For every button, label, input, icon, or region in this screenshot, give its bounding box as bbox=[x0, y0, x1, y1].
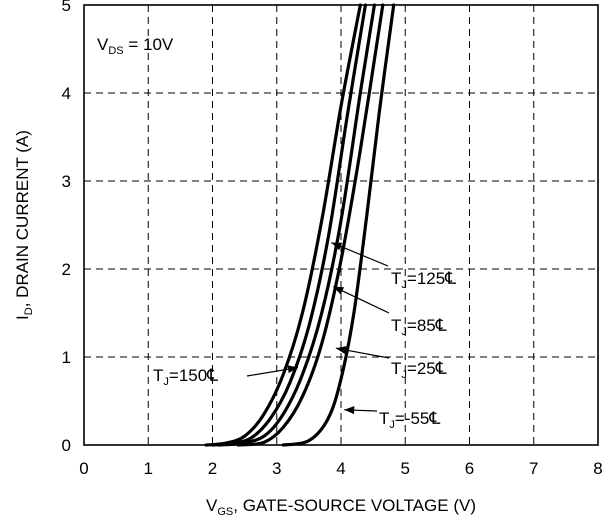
y-tick-label-5: 5 bbox=[62, 0, 71, 15]
y-axis-label-sub: D bbox=[23, 307, 35, 315]
y-tick-label-4: 4 bbox=[62, 84, 71, 103]
grid-lines bbox=[84, 5, 598, 445]
x-tick-labels: 0 1 2 3 4 5 6 7 8 bbox=[79, 459, 602, 478]
condition-rest: = 10V bbox=[124, 35, 174, 54]
y-tick-label-2: 2 bbox=[62, 260, 71, 279]
annotation-label-rest-3: =25℄ bbox=[407, 359, 447, 378]
plot-frame bbox=[83, 4, 599, 446]
annotation-label-3: TJ=25℄ bbox=[391, 359, 447, 381]
x-tick-label-2: 2 bbox=[208, 459, 217, 478]
annotation-arrow-2 bbox=[333, 286, 390, 314]
annotation-4: TJ=-55℄ bbox=[344, 406, 440, 431]
annotation-arrowhead-1 bbox=[331, 242, 343, 251]
annotation-0: TJ=150℄ bbox=[153, 365, 299, 388]
x-tick-label-4: 4 bbox=[336, 459, 345, 478]
x-axis-label-main: V bbox=[206, 496, 218, 515]
annotation-label-main-2: T bbox=[391, 316, 401, 335]
series-line-4 bbox=[281, 3, 396, 447]
annotation-label-2: TJ=85℄ bbox=[391, 316, 447, 338]
annotation-3: TJ=25℄ bbox=[335, 346, 447, 381]
x-axis-label-sub: GS bbox=[217, 506, 233, 518]
annotation-arrowhead-0 bbox=[287, 365, 298, 374]
condition-label: VDS = 10V bbox=[97, 35, 174, 57]
annotation-label-rest-2: =85℄ bbox=[407, 316, 447, 335]
annotation-arrowhead-3 bbox=[335, 346, 347, 354]
annotation-label-rest-1: =125℄ bbox=[407, 269, 456, 288]
annotation-arrow-1 bbox=[331, 242, 389, 267]
annotation-label-1: TJ=125℄ bbox=[391, 269, 456, 291]
annotation-1: TJ=125℄ bbox=[331, 242, 456, 291]
y-axis-label-main: I bbox=[13, 315, 32, 320]
series-line-0 bbox=[204, 3, 362, 447]
x-tick-label-7: 7 bbox=[529, 459, 538, 478]
annotation-label-0: TJ=150℄ bbox=[153, 366, 218, 388]
x-tick-label-6: 6 bbox=[465, 459, 474, 478]
x-tick-label-1: 1 bbox=[144, 459, 153, 478]
y-axis-label: ID, DRAIN CURRENT (A) bbox=[13, 130, 35, 320]
x-tick-label-3: 3 bbox=[272, 459, 281, 478]
annotation-label-sub-4: J bbox=[389, 419, 395, 431]
annotation-label-sub-1: J bbox=[401, 279, 407, 291]
x-tick-label-8: 8 bbox=[593, 459, 602, 478]
series-line-2 bbox=[217, 3, 376, 447]
annotation-label-main-0: T bbox=[153, 366, 163, 385]
condition-sub: DS bbox=[108, 45, 123, 57]
annotation-label-sub-0: J bbox=[163, 376, 169, 388]
y-axis-label-rest: , DRAIN CURRENT (A) bbox=[13, 130, 32, 307]
annotation-arrowhead-4 bbox=[344, 406, 355, 415]
annotation-arrowhead-2 bbox=[333, 286, 345, 295]
annotation-label-sub-2: J bbox=[401, 326, 407, 338]
x-tick-label-5: 5 bbox=[401, 459, 410, 478]
series-curves bbox=[204, 3, 396, 447]
annotation-label-main-1: T bbox=[391, 269, 401, 288]
series-line-3 bbox=[236, 3, 385, 447]
annotation-label-sub-3: J bbox=[401, 369, 407, 381]
annotation-label-4: TJ=-55℄ bbox=[379, 409, 440, 431]
x-axis-label: VGS, GATE-SOURCE VOLTAGE (V) bbox=[206, 496, 476, 518]
x-axis-label-rest: , GATE-SOURCE VOLTAGE (V) bbox=[233, 496, 476, 515]
y-tick-label-3: 3 bbox=[62, 172, 71, 191]
y-tick-label-0: 0 bbox=[62, 436, 71, 455]
annotation-label-rest-4: =-55℄ bbox=[395, 409, 440, 428]
annotation-label-rest-0: =150℄ bbox=[169, 366, 218, 385]
annotation-2: TJ=85℄ bbox=[333, 286, 447, 338]
y-tick-labels: 0 1 2 3 4 5 bbox=[62, 0, 71, 455]
x-tick-label-0: 0 bbox=[79, 459, 88, 478]
y-tick-label-1: 1 bbox=[62, 348, 71, 367]
annotation-label-main-3: T bbox=[391, 359, 401, 378]
condition-main: V bbox=[97, 35, 109, 54]
series-annotations: TJ=150℄TJ=125℄TJ=85℄TJ=25℄TJ=-55℄ bbox=[153, 242, 456, 431]
annotation-label-main-4: T bbox=[379, 409, 389, 428]
